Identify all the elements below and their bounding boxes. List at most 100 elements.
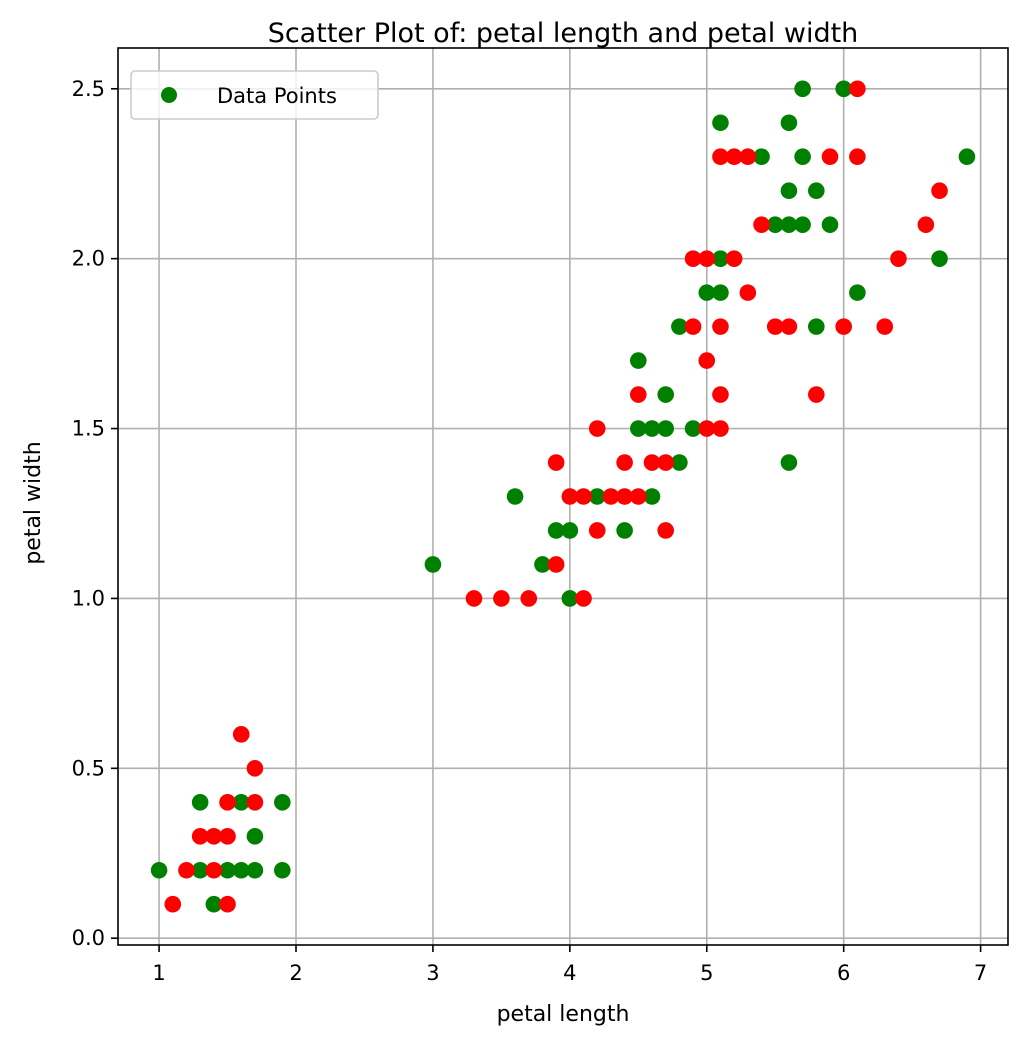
scatter-point (890, 250, 907, 267)
scatter-point (780, 216, 798, 233)
scatter-point (274, 861, 291, 879)
scatter-point (232, 793, 250, 811)
y-tick-label: 0.5 (72, 756, 105, 780)
scatter-point (698, 420, 716, 437)
x-axis-ticks: 1 2 3 4 5 6 7 (152, 945, 987, 985)
scatter-point (602, 488, 620, 505)
scatter-point (520, 590, 538, 607)
x-tick-label: 7 (974, 961, 987, 985)
scatter-point (849, 284, 866, 301)
scatter-point (712, 284, 729, 301)
scatter-point (534, 556, 551, 573)
scatter-point (725, 250, 743, 267)
scatter-point (684, 318, 702, 335)
scatter-point (808, 182, 825, 200)
scatter-point (643, 420, 661, 437)
scatter-point (219, 827, 236, 845)
scatter-point (780, 318, 798, 335)
scatter-point (150, 861, 168, 879)
scatter-point (780, 182, 798, 200)
data-points (150, 80, 976, 913)
scatter-point (780, 114, 798, 132)
scatter-point (616, 488, 633, 505)
y-tick-label: 2.5 (72, 77, 105, 101)
scatter-point (616, 522, 633, 539)
scatter-point (931, 250, 948, 267)
legend-box (130, 70, 379, 120)
scatter-point (205, 827, 223, 845)
scatter-point (164, 895, 182, 913)
scatter-point (561, 488, 579, 505)
scatter-point (698, 284, 716, 301)
scatter-point (794, 216, 811, 233)
scatter-point (588, 522, 606, 539)
scatter-point (657, 420, 674, 437)
scatter-point (657, 522, 674, 539)
scatter-point (712, 250, 729, 267)
chart-title: Scatter Plot of: petal length and petal … (268, 18, 859, 49)
y-tick-label: 0.0 (72, 926, 105, 950)
scatter-point (465, 590, 483, 607)
scatter-point (205, 895, 223, 913)
legend: Data Points (130, 70, 379, 120)
scatter-point (588, 420, 606, 437)
scatter-point (561, 522, 579, 539)
scatter-point (547, 454, 565, 471)
scatter-point (588, 488, 606, 505)
scatter-point (219, 793, 236, 811)
scatter-point (630, 352, 647, 369)
scatter-point (766, 216, 784, 233)
scatter-point (616, 454, 633, 471)
scatter-point (958, 148, 976, 166)
scatter-point (424, 556, 442, 573)
x-tick-label: 3 (426, 961, 439, 985)
scatter-point (712, 386, 729, 403)
scatter-point (232, 726, 250, 743)
scatter-point (219, 895, 236, 913)
scatter-point (684, 250, 702, 267)
scatter-point (630, 386, 647, 403)
scatter-point (808, 386, 825, 403)
scatter-point (821, 216, 839, 233)
x-tick-label: 6 (837, 961, 850, 985)
y-tick-label: 2.0 (72, 247, 105, 271)
scatter-point (547, 556, 565, 573)
scatter-point (657, 386, 674, 403)
scatter-point (178, 861, 195, 879)
scatter-point (246, 760, 264, 777)
scatter-point (684, 420, 702, 437)
scatter-point (246, 793, 264, 811)
scatter-point (561, 590, 579, 607)
scatter-point (794, 148, 811, 166)
scatter-point (712, 420, 729, 437)
scatter-point (191, 827, 209, 845)
x-tick-label: 5 (700, 961, 713, 985)
scatter-point (191, 793, 209, 811)
scatter-point (849, 80, 866, 98)
scatter-point (725, 148, 743, 166)
y-tick-label: 1.0 (72, 586, 105, 610)
y-axis-label: petal width (21, 441, 46, 564)
scatter-point (671, 318, 688, 335)
x-axis-label: petal length (497, 1002, 630, 1027)
scatter-point (191, 861, 209, 879)
scatter-point (794, 80, 811, 98)
scatter-point (821, 148, 839, 166)
scatter-point (232, 861, 250, 879)
scatter-point (575, 488, 592, 505)
scatter-point (493, 590, 510, 607)
scatter-point (246, 861, 264, 879)
x-tick-label: 2 (289, 961, 302, 985)
scatter-point (876, 318, 894, 335)
scatter-point (835, 80, 852, 98)
plot-frame (117, 47, 1009, 946)
scatter-point (808, 318, 825, 335)
scatter-point (835, 318, 852, 335)
scatter-point (643, 488, 661, 505)
scatter-point (246, 827, 264, 845)
scatter-point (575, 590, 592, 607)
y-axis-ticks: 0.0 0.5 1.0 1.5 2.0 2.5 (72, 77, 118, 950)
scatter-point (931, 182, 948, 200)
scatter-point (712, 148, 729, 166)
